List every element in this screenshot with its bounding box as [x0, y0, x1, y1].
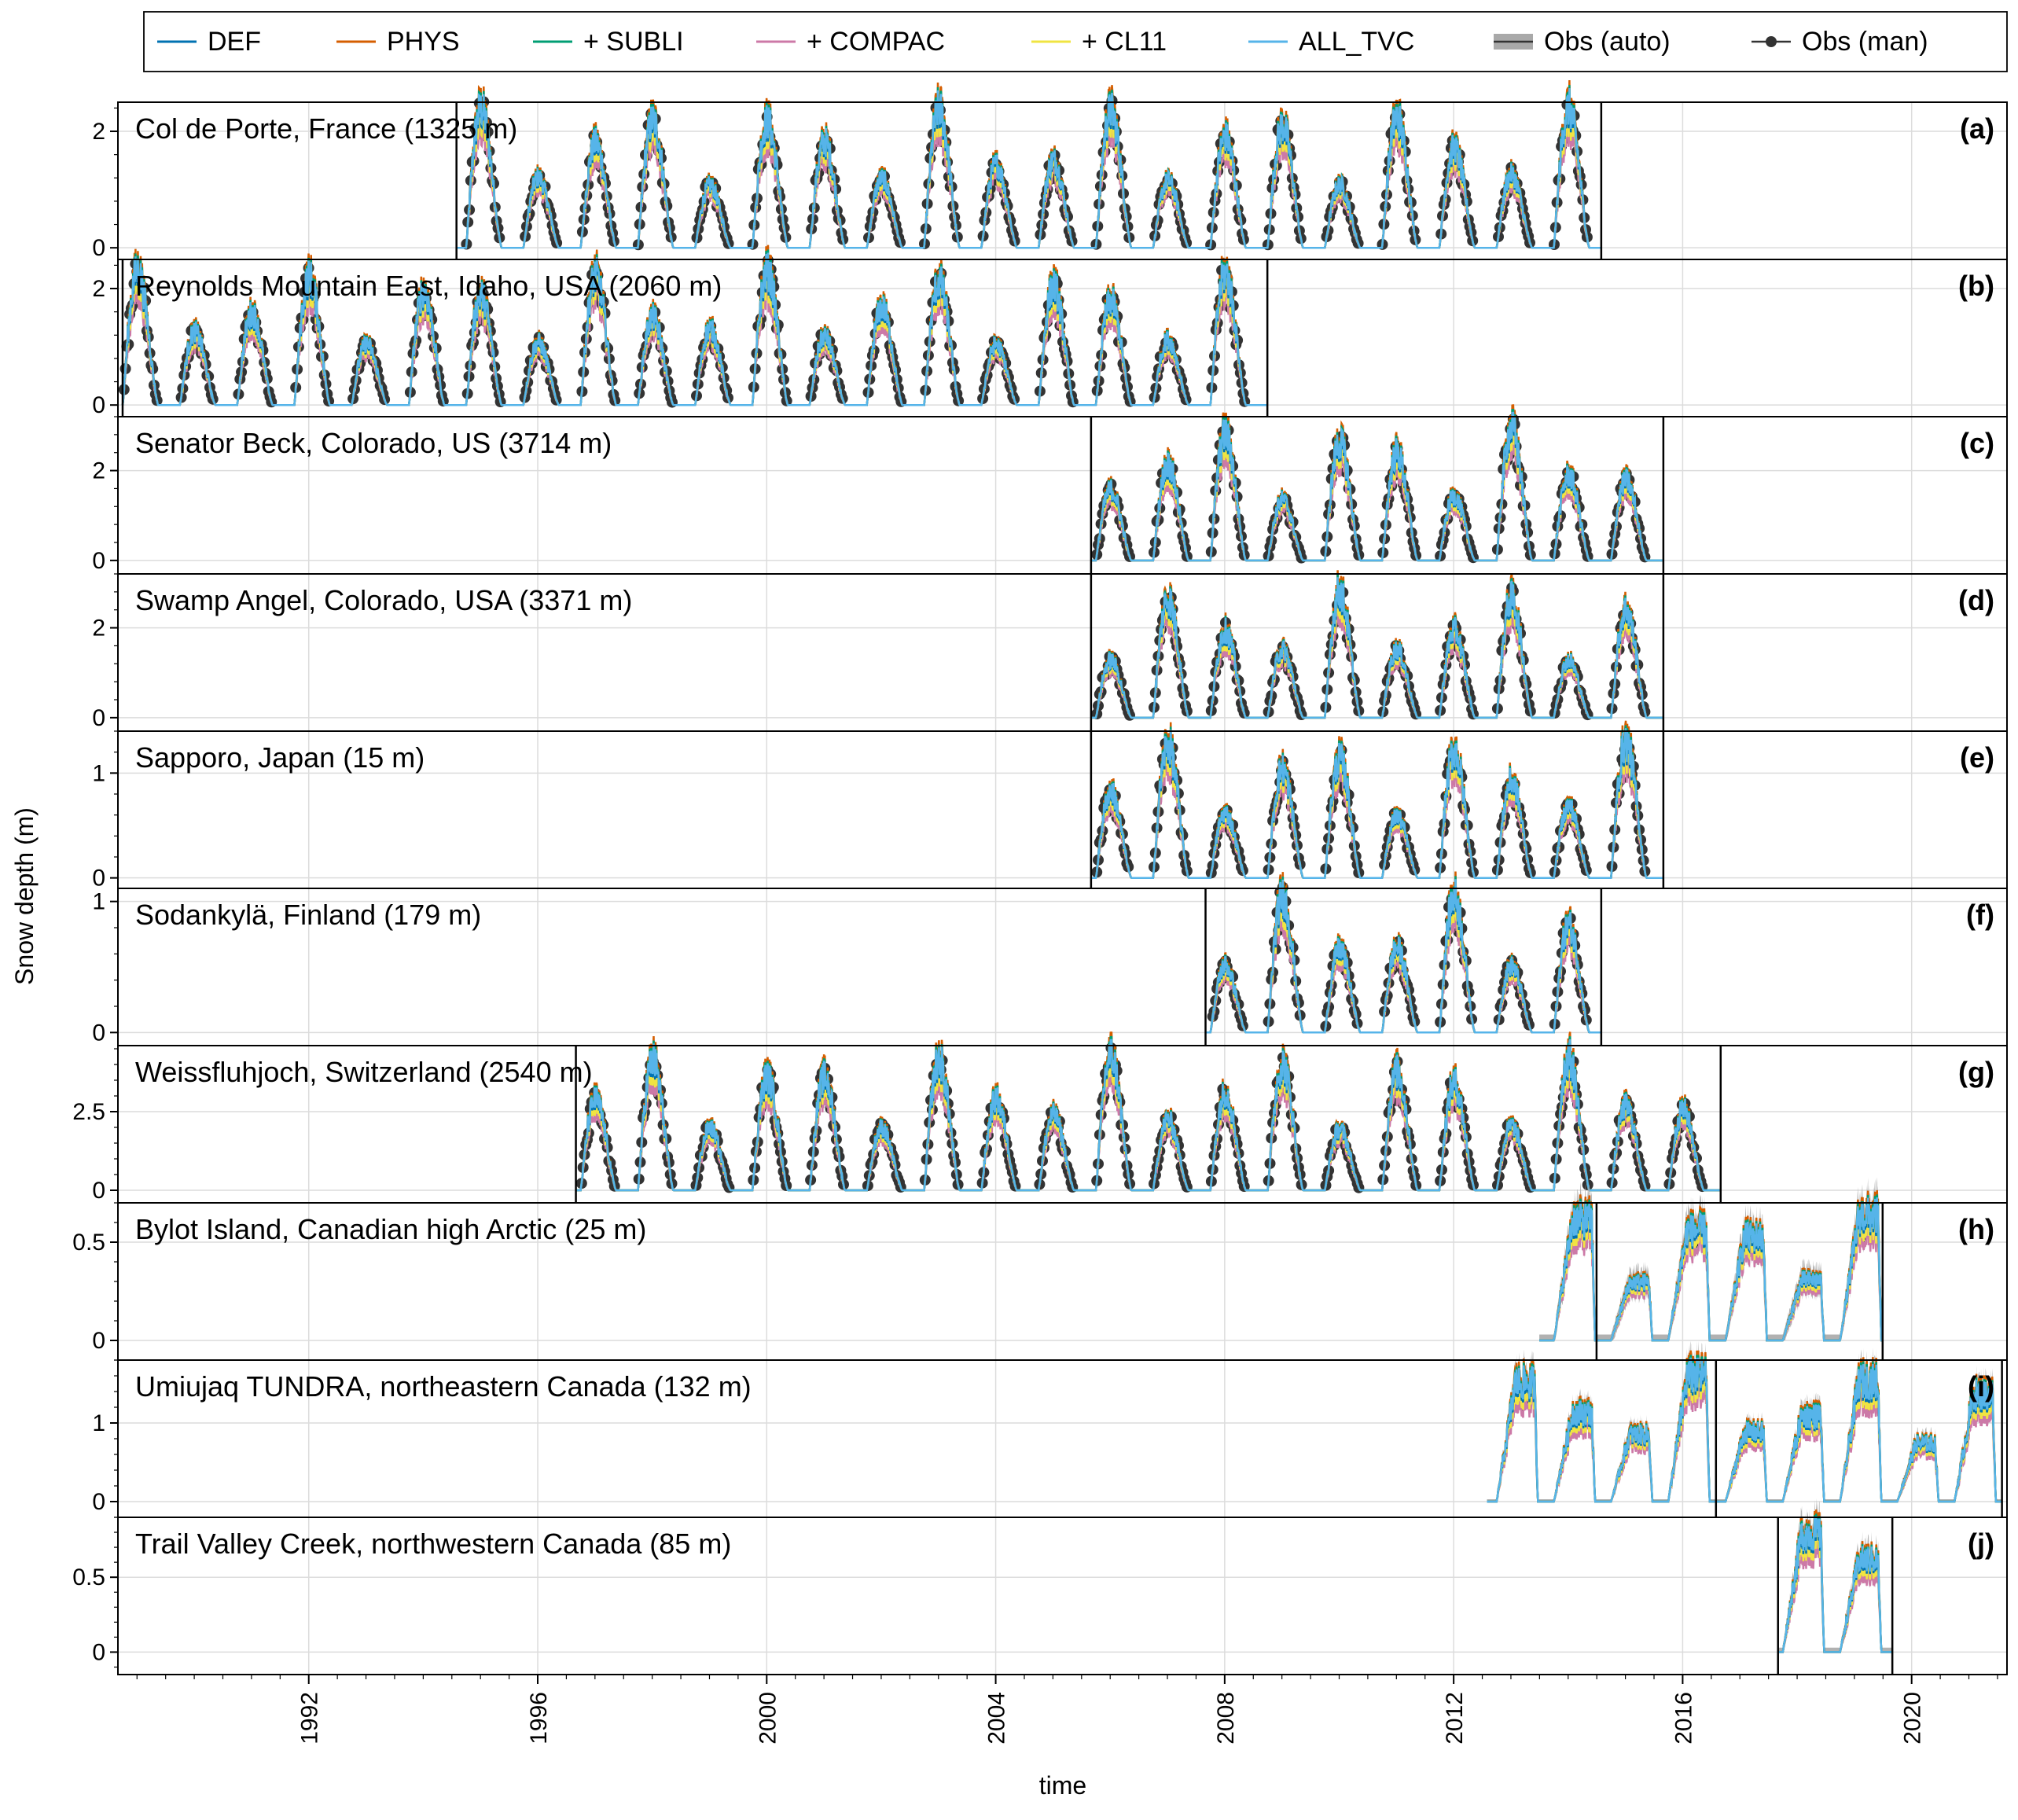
series-all-tvc	[456, 88, 1601, 249]
legend-frame	[143, 11, 2008, 72]
panel-title: Reynolds Mountain East, Idaho, USA (2060…	[135, 270, 722, 302]
legend: DEF PHYS + SUBLI + COMPAC + CL11 ALL_TVC Obs (…	[143, 11, 2008, 72]
panel-title: Sodankylä, Finland (179 m)	[135, 899, 481, 931]
series-phys	[1090, 404, 1663, 562]
x-axis-label: time	[1039, 1771, 1086, 1800]
legend-label-2: + SUBLI	[583, 27, 684, 57]
panel-title: Trail Valley Creek, northwestern Canada …	[135, 1528, 731, 1560]
series-def	[456, 93, 1601, 249]
panel-title: Col de Porte, France (1325 m)	[135, 112, 517, 145]
series-def	[575, 1043, 1721, 1192]
panel-4: 0 1 Sapporo, Japan (15 m) (e)	[92, 720, 2008, 892]
series-subli	[456, 85, 1601, 249]
series-compac	[1539, 1223, 1883, 1342]
y-tick-label: 1	[92, 760, 105, 786]
x-tick-label: 2008	[1213, 1692, 1239, 1745]
panel-0: 0 2 Col de Porte, France (1325 m) (a)	[92, 79, 2008, 261]
y-tick-label: 1	[92, 1410, 105, 1436]
x-axis: 1992 1996 2000 2004 2008 2012 2016 2020	[136, 1675, 1998, 1745]
panel-letter: (c)	[1960, 427, 1994, 459]
x-tick-label: 1996	[526, 1692, 552, 1745]
panel-9: 0 0.5 Trail Valley Creek, northwestern Can…	[72, 1498, 2008, 1675]
panel-5: 0 1 Sodankylä, Finland (179 m) (f)	[92, 871, 2008, 1046]
y-tick-label: 0	[92, 1178, 105, 1204]
panel-7: 0 0.5 Bylot Island, Canadian high Arctic (…	[72, 1177, 2008, 1361]
y-tick-label: 2	[92, 616, 105, 642]
series-all-tvc	[1205, 879, 1601, 1034]
legend-label-1: PHYS	[387, 27, 460, 57]
series-subli	[1090, 408, 1663, 562]
series-phys	[456, 79, 1601, 249]
panel-8: 0 1 Umiujaq TUNDRA, northeastern Canada (1…	[92, 1340, 2008, 1518]
panel-letter: (d)	[1958, 584, 1994, 616]
y-tick-label: 0	[92, 1328, 105, 1354]
legend-label-4: + CL11	[1082, 27, 1167, 57]
y-tick-label: 2	[92, 276, 105, 302]
series-compac	[456, 116, 1601, 249]
panel-title: Umiujaq TUNDRA, northeastern Canada (132…	[135, 1370, 752, 1403]
legend-label-7: Obs (man)	[1802, 27, 1928, 57]
x-tick-label: 2020	[1900, 1692, 1926, 1745]
legend-label-6: Obs (auto)	[1544, 27, 1671, 57]
panel-title: Bylot Island, Canadian high Arctic (25 m…	[135, 1213, 646, 1245]
series-phys	[1487, 1350, 2002, 1503]
panel-title: Weissfluhjoch, Switzerland (2540 m)	[135, 1056, 593, 1088]
legend-label-3: + COMPAC	[807, 27, 945, 57]
y-tick-label: 0	[92, 705, 105, 731]
panel-letter: (e)	[1960, 741, 1994, 774]
panel-letter: (f)	[1966, 899, 1994, 931]
y-tick-label: 0.5	[72, 1230, 105, 1256]
y-tick-label: 0	[92, 235, 105, 261]
y-tick-label: 2.5	[72, 1099, 105, 1125]
series-all-tvc	[575, 1039, 1721, 1192]
y-tick-label: 0	[92, 1020, 105, 1046]
y-axis-label: Snow depth (m)	[10, 807, 39, 985]
y-tick-label: 0	[92, 866, 105, 892]
y-tick-label: 0	[92, 1639, 105, 1665]
panels: 0 2 Col de Porte, France (1325 m) (a) 0 2 Reyn…	[72, 79, 2008, 1675]
series-cl11	[575, 1053, 1721, 1192]
series-subli	[575, 1035, 1721, 1192]
panel-letter: (i)	[1968, 1370, 1994, 1403]
y-tick-label: 0	[92, 1489, 105, 1515]
series-all-tvc	[1539, 1197, 1883, 1342]
panel-6: 0 2.5 Weissfluhjoch, Switzerland (2540 m) (…	[72, 1031, 2008, 1204]
panel-letter: (a)	[1960, 112, 1994, 145]
y-tick-label: 0	[92, 548, 105, 574]
panel-2: 0 2 Senator Beck, Colorado, US (3714 m) (c)	[92, 404, 2008, 575]
panel-title: Sapporo, Japan (15 m)	[135, 741, 425, 774]
legend-label-5: ALL_TVC	[1299, 27, 1414, 57]
y-tick-label: 2	[92, 119, 105, 145]
series-compac	[575, 1062, 1721, 1192]
panel-letter: (b)	[1958, 270, 1994, 302]
x-tick-label: 2016	[1671, 1692, 1696, 1745]
obs-auto-band	[1487, 1340, 2002, 1502]
panel-letter: (j)	[1968, 1528, 1994, 1560]
panel-letter: (h)	[1958, 1213, 1994, 1245]
panel-1: 0 2 Reynolds Mountain East, Idaho, USA (20…	[92, 245, 2008, 418]
x-tick-label: 2012	[1442, 1692, 1468, 1745]
x-tick-label: 2000	[755, 1692, 781, 1745]
y-tick-label: 0.5	[72, 1564, 105, 1590]
panel-3: 0 2 Swamp Angel, Colorado, USA (3371 m) (d)	[92, 570, 2008, 732]
legend-label-0: DEF	[208, 27, 261, 57]
y-tick-label: 2	[92, 458, 105, 484]
x-tick-label: 2004	[984, 1692, 1010, 1745]
panel-title: Senator Beck, Colorado, US (3714 m)	[135, 427, 612, 459]
x-tick-label: 1992	[297, 1692, 323, 1745]
legend-marker-7	[1766, 36, 1777, 47]
series-all-tvc	[121, 252, 1267, 406]
series-cl11	[456, 104, 1601, 249]
y-tick-label: 1	[92, 889, 105, 915]
y-tick-label: 0	[92, 392, 105, 418]
panel-title: Swamp Angel, Colorado, USA (3371 m)	[135, 584, 632, 616]
series-phys	[575, 1031, 1721, 1192]
panel-letter: (g)	[1958, 1056, 1994, 1088]
